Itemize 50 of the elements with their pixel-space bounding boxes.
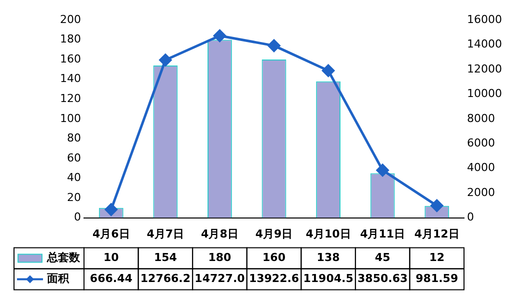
y-tick-label: 140 bbox=[60, 72, 81, 86]
data-label: 981.59 bbox=[416, 272, 458, 286]
y-tick-label: 160 bbox=[60, 52, 81, 66]
y2-tick-label: 2000 bbox=[467, 186, 496, 199]
point bbox=[430, 199, 444, 212]
y-tick-label: 40 bbox=[67, 171, 81, 184]
x-tick-label: 4月11日 bbox=[360, 227, 406, 240]
x-tick-label: 4月8日 bbox=[201, 227, 238, 240]
y2-tick-label: 8000 bbox=[467, 112, 496, 125]
y2-tick-label: 6000 bbox=[467, 136, 496, 150]
y2-tick-label: 10000 bbox=[467, 87, 502, 100]
y2-tick-label: 16000 bbox=[467, 12, 502, 26]
point bbox=[268, 39, 280, 52]
x-tick-label: 4月9日 bbox=[255, 227, 293, 240]
x-tick-label: 4月12日 bbox=[414, 227, 460, 240]
legend-label: 面积 bbox=[46, 272, 70, 286]
data-label: 45 bbox=[374, 251, 390, 264]
y2-tick-label: 14000 bbox=[467, 38, 502, 51]
y-tick-label: 200 bbox=[60, 12, 81, 26]
data-label: 10 bbox=[103, 251, 120, 264]
data-label: 180 bbox=[208, 251, 232, 264]
y-tick-label: 0 bbox=[74, 210, 81, 224]
point bbox=[213, 29, 226, 42]
y2-tick-label: 4000 bbox=[467, 161, 496, 174]
point bbox=[104, 203, 118, 216]
data-label: 3850.63 bbox=[358, 272, 408, 286]
data-label: 666.44 bbox=[90, 272, 133, 286]
data-label: 138 bbox=[316, 251, 340, 264]
y-tick-label: 80 bbox=[67, 132, 81, 145]
point bbox=[159, 54, 172, 66]
data-label: 13922.6 bbox=[248, 272, 300, 286]
x-tick-label: 4月7日 bbox=[146, 227, 184, 240]
data-label: 12 bbox=[429, 251, 445, 264]
x-tick-label: 4月6日 bbox=[92, 227, 130, 240]
point bbox=[322, 64, 335, 77]
data-label: 11904.5 bbox=[303, 272, 354, 286]
y-tick-label: 20 bbox=[67, 190, 81, 204]
y-tick-label: 100 bbox=[60, 112, 81, 125]
data-label: 12766.2 bbox=[140, 272, 190, 286]
data-label: 154 bbox=[154, 251, 178, 264]
point bbox=[376, 164, 389, 176]
y-tick-label: 120 bbox=[60, 92, 81, 105]
data-label: 160 bbox=[262, 251, 286, 264]
legend-label: 总套数 bbox=[46, 251, 81, 264]
y2-tick-label: 0 bbox=[467, 210, 474, 224]
x-tick-label: 4月10日 bbox=[306, 227, 351, 240]
data-label: 14727.0 bbox=[194, 272, 246, 286]
y-tick-label: 180 bbox=[60, 32, 81, 46]
y2-tick-label: 12000 bbox=[467, 62, 502, 76]
y-tick-label: 60 bbox=[67, 151, 81, 164]
